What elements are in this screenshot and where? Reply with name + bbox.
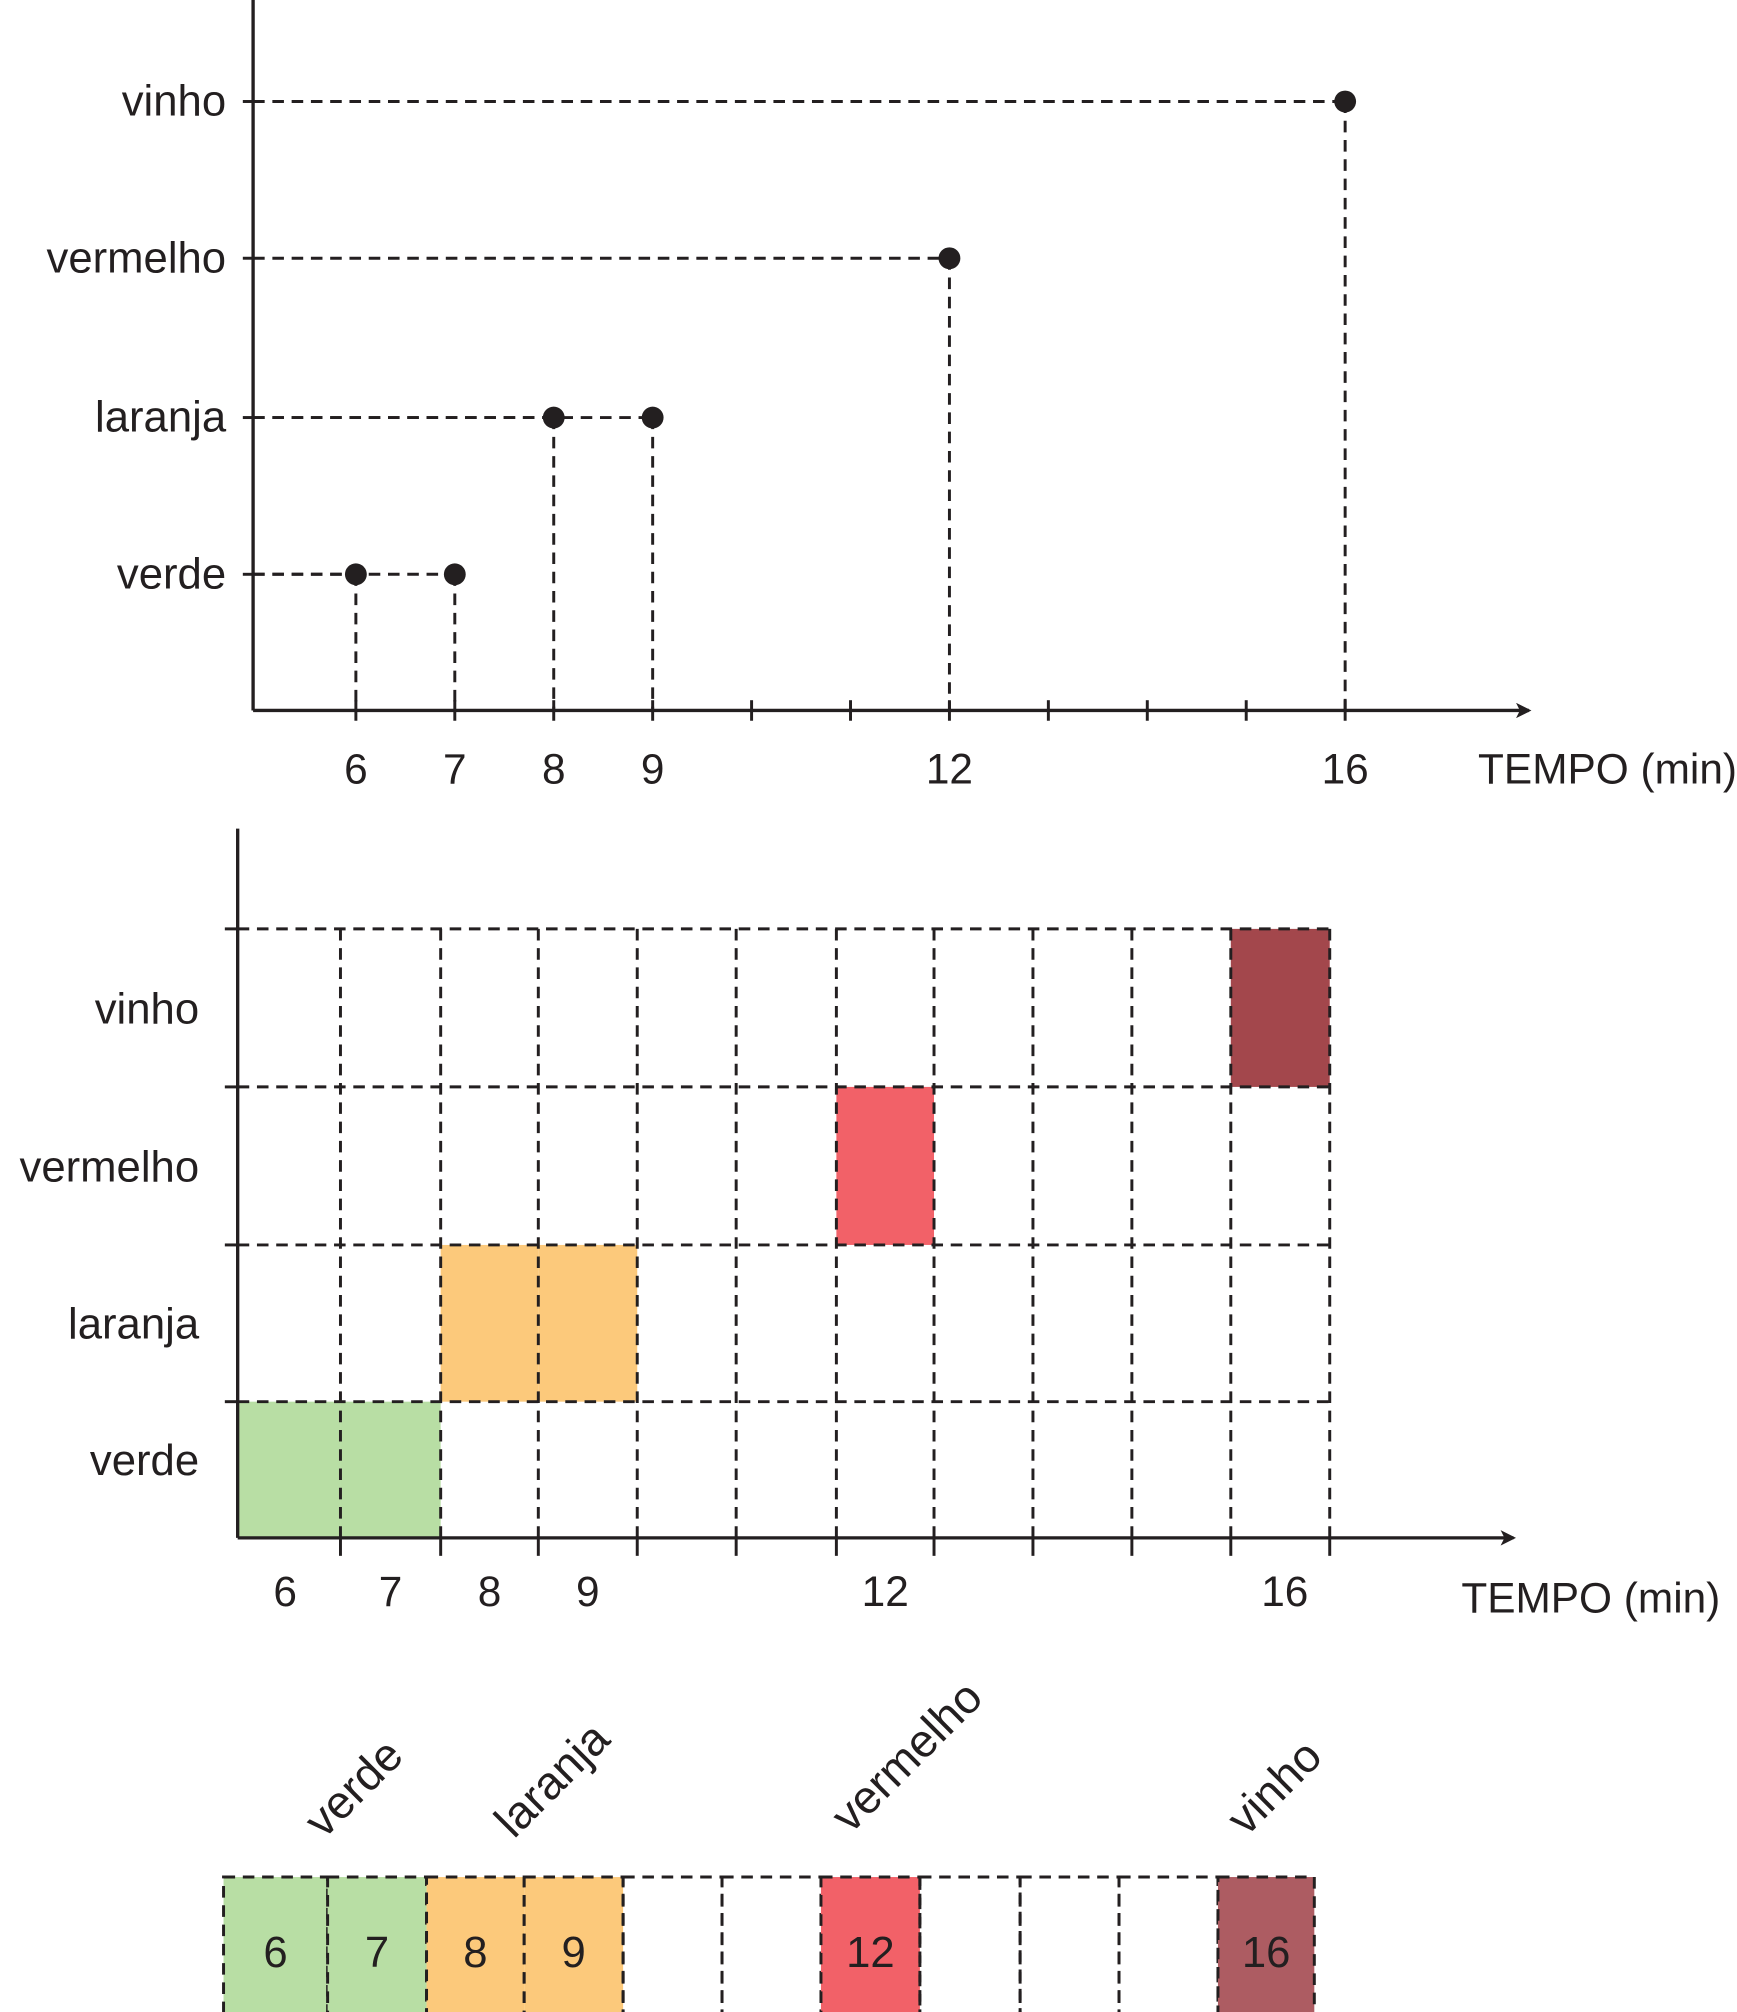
x-tick-label-9: 9: [576, 1568, 600, 1615]
row-label-verde: verde: [90, 1436, 199, 1485]
y-label-verde: verde: [117, 549, 226, 598]
x-tick-label-8: 8: [542, 746, 566, 793]
row-label-laranja: laranja: [68, 1300, 200, 1349]
strip-cell-label-7: 7: [365, 1928, 389, 1977]
grid-cell-vinho-16: [1230, 928, 1330, 1087]
row-label-vinho: vinho: [95, 984, 199, 1033]
grid-cell-laranja-8: [440, 1244, 539, 1402]
strip-cell-border-11: [720, 1875, 823, 2012]
timeline-strip: 6 7 8 9 12 16 verde laranja vermelho vinho: [222, 1670, 1332, 2012]
strip-cell-label-12: 12: [846, 1928, 895, 1977]
grid-cell-laranja-9: [538, 1244, 638, 1402]
strip-cell-6: [223, 1877, 328, 2012]
strip-cell-border-13: [918, 1875, 1022, 2012]
data-point-verde-7: [443, 563, 466, 586]
data-point-laranja-8: [542, 406, 565, 429]
strip-cell-border-14: [1018, 1875, 1121, 2012]
data-point-vinho-16: [1334, 90, 1357, 113]
x-tick-label-7: 7: [379, 1568, 403, 1615]
grid-cell-vermelho-12: [836, 1086, 935, 1245]
data-point-verde-6: [344, 563, 367, 586]
x-tick-label-7: 7: [443, 746, 467, 793]
x-axis-title: TEMPO (min): [1478, 746, 1737, 793]
x-tick-label-16: 16: [1322, 746, 1369, 793]
x-tick-label-6: 6: [344, 746, 368, 793]
strip-cell-border-6: [222, 1875, 330, 2012]
dot-plot-chart: verde laranja vermelho vinho 6 7 8 9 12 16 TEMPO (…: [46, 0, 1737, 793]
x-tick-label-6: 6: [273, 1568, 297, 1615]
strip-cell-7: [327, 1877, 427, 2012]
y-label-laranja: laranja: [95, 393, 227, 442]
y-label-vermelho: vermelho: [46, 233, 226, 282]
strip-cell-border-9: [522, 1875, 625, 2012]
strip-cell-border-16: [1216, 1875, 1316, 2012]
strip-cell-9: [524, 1877, 624, 2012]
strip-cell-border-8: [425, 1875, 526, 2012]
data-point-vermelho-12: [938, 247, 961, 270]
strip-group-label-vinho: vinho: [1217, 1729, 1332, 1844]
strip-cell-label-6: 6: [263, 1928, 287, 1977]
x-tick-label-12: 12: [926, 746, 973, 793]
strip-cell-label-16: 16: [1242, 1928, 1291, 1977]
x-tick-label-16: 16: [1261, 1568, 1308, 1615]
row-label-vermelho: vermelho: [20, 1142, 200, 1191]
strip-cell-8: [426, 1877, 525, 2012]
grid-cell-verde-6: [237, 1401, 341, 1538]
x-axis-title: TEMPO (min): [1461, 1574, 1720, 1621]
x-tick-label-8: 8: [478, 1568, 502, 1615]
y-label-vinho: vinho: [122, 77, 226, 126]
strip-cell-border-12: [819, 1875, 922, 2012]
strip-group-label-laranja: laranja: [484, 1712, 619, 1847]
strip-cell-label-8: 8: [463, 1928, 487, 1977]
strip-group-label-verde: verde: [294, 1728, 413, 1847]
data-point-laranja-9: [641, 406, 664, 429]
strip-group-label-vermelho: vermelho: [821, 1670, 992, 1841]
grid-chart: verde laranja vermelho vinho 6 7 8 9 12 16 TEMPO (…: [20, 828, 1720, 1621]
x-tick-label-12: 12: [862, 1568, 909, 1615]
strip-cell-border-10: [621, 1875, 724, 2012]
x-tick-label-9: 9: [641, 746, 665, 793]
strip-cell-border-7: [326, 1875, 429, 2012]
strip-cell-12: [820, 1877, 920, 2012]
strip-cell-label-9: 9: [561, 1928, 585, 1977]
strip-cell-border-15: [1117, 1875, 1220, 2012]
grid-cell-verde-7: [340, 1401, 441, 1538]
strip-cell-16: [1217, 1877, 1315, 2012]
